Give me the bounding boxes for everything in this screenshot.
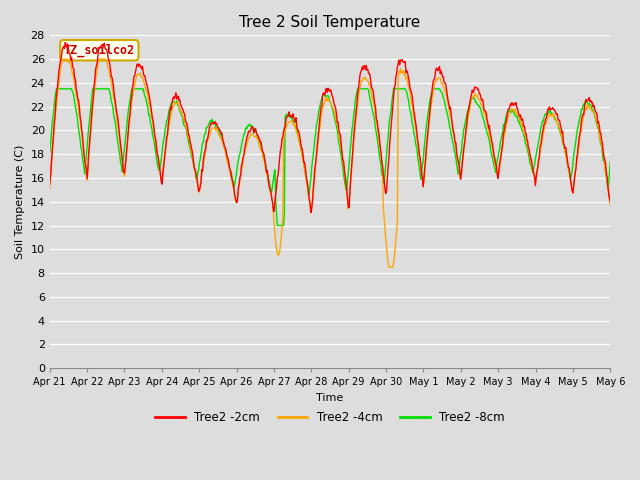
Title: Tree 2 Soil Temperature: Tree 2 Soil Temperature xyxy=(239,15,420,30)
Legend: Tree2 -2cm, Tree2 -4cm, Tree2 -8cm: Tree2 -2cm, Tree2 -4cm, Tree2 -8cm xyxy=(150,407,509,429)
Text: TZ_soilco2: TZ_soilco2 xyxy=(64,44,135,57)
X-axis label: Time: Time xyxy=(316,393,344,403)
Y-axis label: Soil Temperature (C): Soil Temperature (C) xyxy=(15,144,25,259)
